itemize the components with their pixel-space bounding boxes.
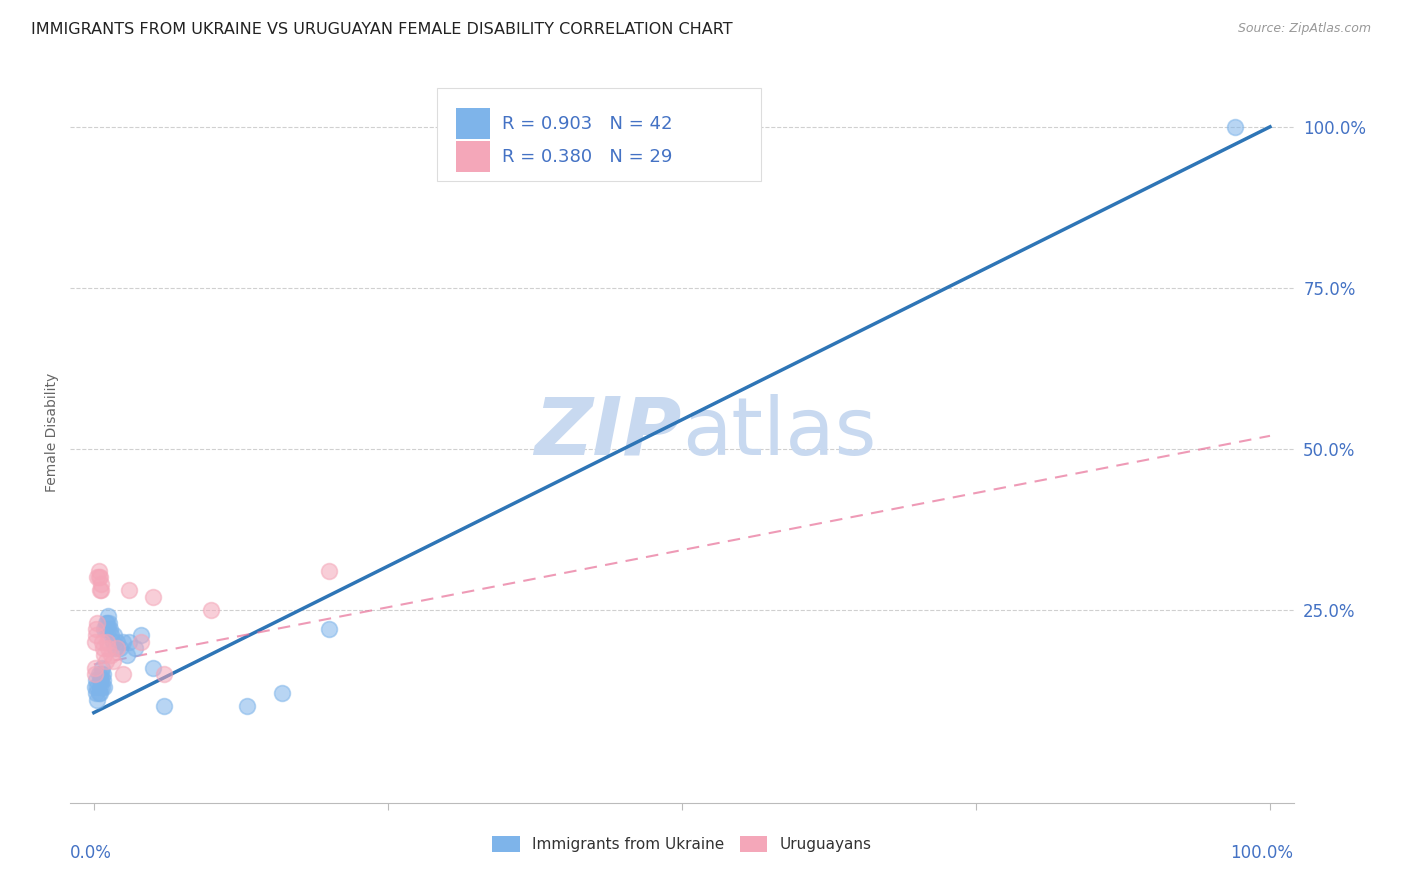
Point xyxy=(90,667,112,681)
Point xyxy=(100,628,122,642)
Point xyxy=(101,654,124,668)
Point xyxy=(142,590,165,604)
Point xyxy=(98,622,121,636)
Point xyxy=(84,622,107,636)
Point xyxy=(271,686,294,700)
Text: atlas: atlas xyxy=(682,393,876,472)
Point xyxy=(93,680,115,694)
Point xyxy=(84,686,107,700)
Point xyxy=(118,635,141,649)
Point xyxy=(108,641,131,656)
Point xyxy=(129,628,152,642)
Text: R = 0.903   N = 42: R = 0.903 N = 42 xyxy=(502,115,672,133)
Point xyxy=(89,680,111,694)
Point xyxy=(91,641,114,656)
Point xyxy=(235,699,257,714)
Point xyxy=(94,622,117,636)
Point xyxy=(84,628,107,642)
Point xyxy=(101,635,124,649)
Point xyxy=(98,615,121,630)
Point xyxy=(94,654,117,668)
Point xyxy=(1223,120,1246,134)
Point xyxy=(89,673,111,688)
Point xyxy=(97,641,120,656)
Point xyxy=(153,667,176,681)
Point xyxy=(84,635,107,649)
Text: ZIP: ZIP xyxy=(534,393,682,472)
Point xyxy=(84,673,107,688)
Point xyxy=(90,583,112,598)
Point xyxy=(97,622,120,636)
Point xyxy=(90,577,112,591)
Point xyxy=(93,622,115,636)
Point xyxy=(94,615,117,630)
Point xyxy=(89,686,111,700)
Point xyxy=(91,680,114,694)
Text: Source: ZipAtlas.com: Source: ZipAtlas.com xyxy=(1237,22,1371,36)
Text: 100.0%: 100.0% xyxy=(1230,844,1294,862)
Point xyxy=(91,667,114,681)
Point xyxy=(318,564,340,578)
Point xyxy=(89,583,111,598)
Point xyxy=(87,667,110,681)
Point xyxy=(105,641,128,656)
Point xyxy=(318,622,340,636)
Point xyxy=(112,667,135,681)
Text: R = 0.380   N = 29: R = 0.380 N = 29 xyxy=(502,148,672,166)
Point xyxy=(118,583,141,598)
Point xyxy=(104,641,127,656)
Point xyxy=(84,660,107,674)
Point xyxy=(90,673,112,688)
Point xyxy=(86,693,108,707)
Point xyxy=(93,648,115,662)
Legend: Immigrants from Ukraine, Uruguayans: Immigrants from Ukraine, Uruguayans xyxy=(486,830,877,858)
Point xyxy=(129,635,152,649)
Point xyxy=(86,615,108,630)
Point xyxy=(86,680,108,694)
Point xyxy=(96,635,118,649)
Point xyxy=(124,641,146,656)
FancyBboxPatch shape xyxy=(456,108,489,139)
Point xyxy=(112,635,135,649)
Point xyxy=(153,699,176,714)
Text: IMMIGRANTS FROM UKRAINE VS URUGUAYAN FEMALE DISABILITY CORRELATION CHART: IMMIGRANTS FROM UKRAINE VS URUGUAYAN FEM… xyxy=(31,22,733,37)
Text: 0.0%: 0.0% xyxy=(70,844,112,862)
Point xyxy=(89,570,111,584)
Point xyxy=(100,648,122,662)
Point xyxy=(91,673,114,688)
Point xyxy=(91,660,114,674)
Point xyxy=(103,628,125,642)
Point xyxy=(97,609,120,624)
Point xyxy=(142,660,165,674)
FancyBboxPatch shape xyxy=(456,141,489,172)
Point xyxy=(84,667,107,681)
Point xyxy=(105,635,128,649)
Point xyxy=(200,602,222,616)
Point xyxy=(115,648,138,662)
Point xyxy=(84,680,107,694)
FancyBboxPatch shape xyxy=(437,88,762,181)
Y-axis label: Female Disability: Female Disability xyxy=(45,373,59,492)
Point xyxy=(87,570,110,584)
Point xyxy=(87,686,110,700)
Point xyxy=(87,564,110,578)
Point xyxy=(96,615,118,630)
Point xyxy=(86,570,108,584)
Point xyxy=(91,635,114,649)
